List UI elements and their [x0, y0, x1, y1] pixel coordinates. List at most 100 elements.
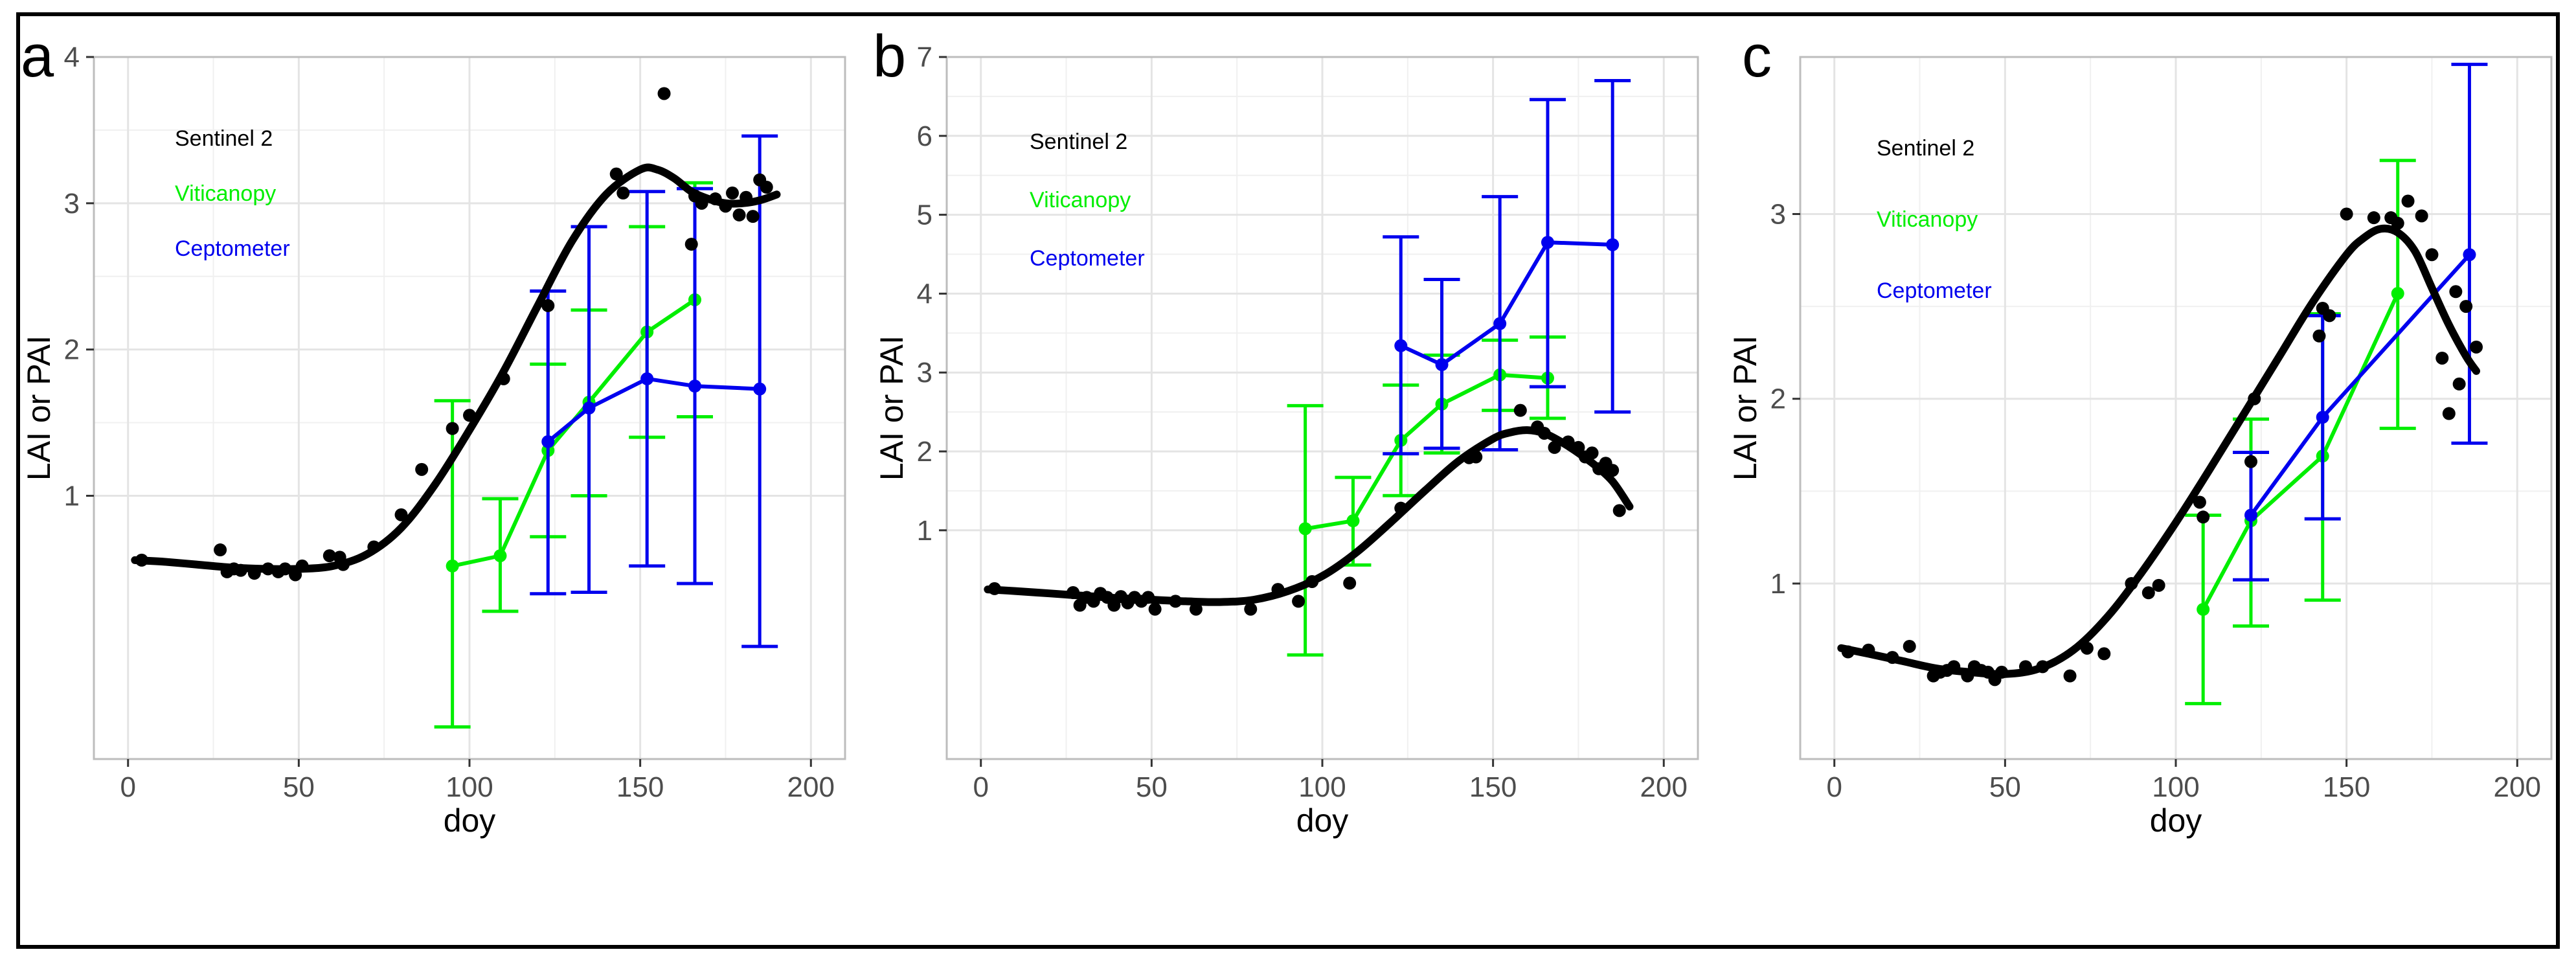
ceptometer-point — [640, 372, 654, 385]
sentinel-point — [2470, 340, 2483, 354]
panel-a: 0 50 100 150 200 1 2 3 4 doy LAI or PAI a Sentinel 2… — [21, 23, 846, 839]
ceptometer-point — [1493, 317, 1507, 330]
x-axis-title: doy — [444, 802, 496, 839]
sentinel-point — [2141, 586, 2155, 600]
panel-letter: c — [1742, 23, 1772, 89]
sentinel-point — [1886, 651, 1899, 664]
series-ceptometer — [1383, 79, 1631, 456]
viticanopy-line — [1305, 372, 1548, 531]
viticanopy-point — [446, 559, 459, 573]
sentinel-point — [1107, 598, 1121, 612]
sentinel-point — [2401, 194, 2415, 208]
y-tick-label: 4 — [917, 278, 932, 310]
ceptometer-point — [688, 380, 701, 393]
y-tick-label: 1 — [64, 481, 80, 512]
sentinel-point — [1612, 504, 1626, 517]
sentinel-point — [2063, 669, 2077, 683]
sentinel-point — [1343, 576, 1357, 590]
panel-b: 0 50 100 150 200 1 2 3 4 5 6 7 doy LAI or PAI b Sentine… — [873, 23, 1699, 839]
sentinel-point — [1947, 660, 1961, 674]
sentinel-point — [289, 568, 302, 582]
sentinel-point — [336, 558, 350, 571]
sentinel-point — [2244, 455, 2257, 468]
sentinel-point — [1169, 595, 1182, 608]
sentinel-point — [1561, 435, 1575, 449]
ceptometer-point — [2244, 508, 2257, 522]
sentinel-point — [726, 187, 739, 200]
y-tick-label: 1 — [1770, 568, 1786, 600]
sentinel-point — [2415, 209, 2428, 223]
sentinel-point — [1189, 602, 1203, 616]
sentinel-point — [1244, 602, 1258, 616]
sentinel-point — [214, 543, 227, 557]
x-tick-label: 0 — [973, 771, 988, 803]
sentinel-point — [684, 238, 698, 251]
sentinel-point — [609, 167, 623, 181]
sentinel-point — [760, 180, 773, 194]
y-tick-label: 2 — [64, 334, 80, 366]
sentinel-point — [1292, 595, 1305, 608]
y-tick-label: 1 — [917, 515, 932, 547]
sentinel-point — [746, 210, 760, 223]
y-axis-title: LAI or PAI — [874, 335, 910, 481]
sentinel-point — [1067, 586, 1080, 600]
sentinel-point — [732, 208, 746, 221]
sentinel-point — [1995, 665, 2009, 679]
x-tick-label: 200 — [1640, 771, 1688, 803]
panel-c: 0 50 100 150 200 1 2 3 doy LAI or PAI c Sentinel 2 V… — [1727, 23, 2553, 839]
sentinel-point — [2036, 660, 2050, 674]
sentinel-point — [1513, 403, 1527, 417]
y-tick-label: 2 — [917, 436, 932, 468]
x-tick-label: 0 — [120, 771, 135, 803]
viticanopy-point — [1346, 514, 1360, 528]
legend-entry-sentinel-2: Sentinel 2 — [1877, 136, 1974, 161]
sentinel-point — [2340, 207, 2353, 221]
x-axis-title: doy — [1296, 802, 1349, 839]
sentinel-point — [2125, 577, 2138, 590]
sentinel-point — [1394, 501, 1408, 515]
sentinel-point — [2452, 377, 2466, 391]
sentinel-point — [740, 190, 753, 204]
sentinel-point — [1469, 450, 1483, 464]
figure-frame — [16, 12, 2560, 949]
sentinel-point — [541, 299, 555, 312]
x-tick-label: 50 — [1989, 771, 2021, 803]
sentinel-point — [1537, 426, 1551, 440]
x-axis-title: doy — [2150, 802, 2202, 839]
ceptometer-point — [2463, 248, 2476, 262]
legend-entry-sentinel-2: Sentinel 2 — [1030, 130, 1127, 154]
sentinel-point — [2019, 660, 2032, 674]
x-tick-label: 50 — [283, 771, 315, 803]
sentinel-point — [1572, 440, 1585, 454]
sentinel-point — [2367, 211, 2380, 225]
y-tick-label: 3 — [64, 188, 80, 220]
sentinel-point — [135, 553, 148, 567]
x-tick-label: 200 — [2494, 771, 2541, 803]
viticanopy-point — [2391, 287, 2404, 301]
sentinel-point — [234, 563, 247, 577]
x-tick-label: 150 — [1469, 771, 1517, 803]
y-axis-title: LAI or PAI — [21, 335, 57, 481]
ceptometer-point — [2316, 411, 2329, 424]
legend-entry-ceptometer: Ceptometer — [1877, 278, 1992, 303]
x-tick-label: 100 — [2152, 771, 2199, 803]
sentinel-point — [2425, 248, 2439, 262]
sentinel-point — [497, 372, 510, 385]
sentinel-point — [2442, 407, 2456, 420]
x-tick-label: 100 — [1298, 771, 1346, 803]
sentinel-point — [657, 87, 671, 100]
sentinel-point — [394, 508, 408, 521]
sentinel-point — [367, 540, 381, 554]
ceptometer-point — [1435, 358, 1449, 372]
legend-entry-ceptometer: Ceptometer — [175, 236, 290, 261]
y-tick-label: 3 — [917, 357, 932, 389]
legend-entry-viticanopy: Viticanopy — [175, 181, 276, 206]
sentinel-point — [322, 549, 336, 563]
x-tick-label: 50 — [1136, 771, 1168, 803]
sentinel-point — [1585, 446, 1599, 460]
sentinel-point — [2248, 392, 2261, 405]
legend-entry-sentinel-2: Sentinel 2 — [175, 126, 273, 151]
sentinel-point — [446, 422, 459, 435]
sentinel-point — [1271, 583, 1285, 596]
sentinel-point — [415, 462, 429, 476]
